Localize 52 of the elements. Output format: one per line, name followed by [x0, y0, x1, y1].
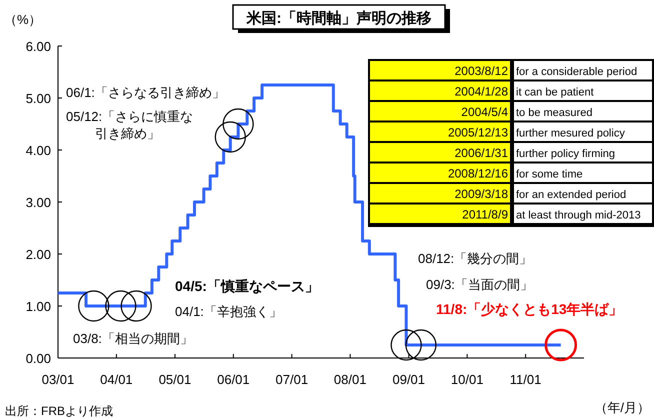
annotation: 2009/3/18	[454, 187, 508, 201]
annotation: 08/12:「幾分の間」	[418, 251, 532, 266]
annotation: 06/1:「さらなる引き締め」	[66, 85, 225, 100]
annotation: for a considerable period	[516, 66, 638, 78]
point	[222, 108, 254, 140]
annotation: 2003/8/12	[454, 64, 508, 78]
x-tick-label: 07/01	[276, 372, 308, 387]
annotation: 09/3:「当面の間」	[426, 277, 533, 292]
point	[120, 290, 152, 322]
annotation: to be measured	[516, 107, 592, 119]
x-tick-label: 06/01	[217, 372, 250, 387]
annotation: 05/12:「さらに慎重な引き締め」	[66, 109, 194, 141]
annotation: 2008/12/16	[448, 166, 508, 180]
annotation: further policy firming	[516, 148, 616, 160]
point	[544, 328, 578, 362]
annotation: it can be patient	[516, 86, 594, 98]
y-tick-label: 0.00	[26, 351, 51, 366]
annotation: 2005/12/13	[448, 126, 508, 140]
point	[78, 290, 110, 322]
y-tick-label: 4.00	[26, 143, 51, 158]
annotation: 03/8:「相当の期間」	[73, 331, 193, 346]
chart-title: 米国:「時間軸」声明の推移	[246, 10, 432, 27]
y-tick-label: 5.00	[26, 91, 51, 106]
annotation: 2004/1/28	[454, 84, 508, 98]
x-axis-title: （年/月）	[594, 400, 650, 415]
x-tick-label: 05/01	[158, 372, 192, 387]
text: 出所：FRBより作成	[5, 404, 113, 418]
annotation: 2004/5/4	[461, 105, 508, 119]
annotation: 2011/8/9	[462, 208, 508, 222]
y-tick-label: 1.00	[26, 299, 51, 314]
x-tick-label: 04/01	[100, 372, 133, 387]
point	[405, 329, 437, 361]
annotation: 2006/1/31	[454, 146, 508, 160]
point	[214, 121, 246, 153]
annotation: 04/1:「辛抱強く」	[175, 304, 282, 319]
x-tick-label: 03/01	[42, 372, 74, 387]
annotation: 04/5:「慎重なペース」	[175, 278, 319, 294]
point	[105, 290, 136, 322]
annotation: further mesured policy	[516, 128, 626, 140]
annotation: at least through mid-2013	[516, 210, 641, 222]
y-tick-label: 3.00	[26, 195, 51, 210]
y-axis-title: （%）	[4, 12, 42, 27]
x-tick-label: 11/01	[510, 372, 542, 387]
x-tick-label: 09/01	[392, 372, 426, 387]
annotation: for some time	[516, 168, 583, 180]
annotation: for an extended period	[516, 189, 626, 201]
annotation: 11/8:「少なくとも13年半ば」	[436, 301, 623, 317]
x-tick-label: 10/01	[450, 372, 484, 387]
y-tick-label: 6.00	[26, 39, 51, 54]
point	[390, 329, 422, 361]
y-tick-label: 2.00	[26, 247, 51, 262]
x-tick-label: 08/01	[334, 372, 366, 387]
